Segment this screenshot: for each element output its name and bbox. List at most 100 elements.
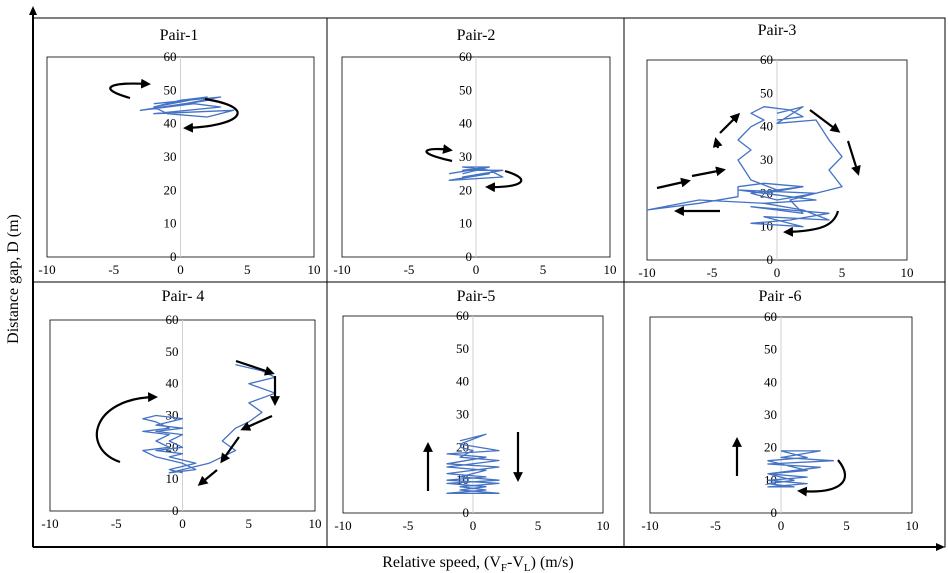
x-tick-label: 0 [778,518,785,533]
y-tick-label: 20 [164,182,177,197]
x-tick-label: -5 [403,518,414,533]
x-tick-label: 10 [901,265,914,280]
x-tick-label: 10 [906,518,919,533]
y-tick-label: 0 [172,503,179,518]
direction-arrow [220,436,240,464]
chart-panel-2: Pair-2 -10 -5 0 5 10 0 10 20 30 40 50 60 [333,27,616,277]
y-tick-label: 30 [459,149,472,164]
chart-title: Pair-3 [758,22,797,39]
direction-arrow [783,210,840,237]
direction-arrow [240,414,273,431]
x-tick-label: 5 [839,265,846,280]
y-tick-label: 40 [764,374,777,389]
x-tick-label: 5 [540,262,547,277]
y-tick-label: 30 [166,408,179,423]
direction-arrow [109,78,151,100]
y-tick-label: 50 [459,82,472,97]
x-tick-label: 10 [597,518,610,533]
x-tick-label: 10 [308,262,321,277]
y-tick-label: 30 [456,407,469,422]
y-tick-label: 60 [456,308,469,323]
y-tick-label: 30 [760,152,773,167]
y-tick-label: 60 [164,49,177,64]
x-tick-label: 0 [177,262,184,277]
y-tick-label: 0 [466,249,473,264]
y-tick-label: 50 [164,82,177,97]
x-tick-label: 5 [843,518,850,533]
trajectory-line [142,363,276,474]
figure-y-label: Distance gap, D (m) [5,214,22,344]
direction-arrow [183,97,239,133]
x-tick-label: -5 [710,518,721,533]
x-tick-label: -10 [38,262,55,277]
direction-arrow [235,359,275,376]
y-tick-label: 50 [456,341,469,356]
x-tick-label: -5 [707,265,718,280]
figure-y-axis-arrowhead [29,6,37,15]
y-tick-label: 30 [164,149,177,164]
y-tick-label: 0 [767,252,774,267]
x-tick-label: -5 [108,262,119,277]
x-tick-label: -10 [638,265,655,280]
trajectory-line [646,106,843,228]
y-tick-label: 20 [764,440,777,455]
y-tick-label: 40 [760,119,773,134]
direction-arrow [712,137,723,149]
y-tick-label: 60 [760,52,773,67]
y-tick-label: 0 [771,505,778,520]
x-tick-label: 0 [473,262,480,277]
direction-arrow [656,177,691,190]
x-tick-label: -5 [111,516,122,531]
direction-arrow [197,469,218,486]
chart-title: Pair -6 [758,288,801,305]
trajectory-line [448,166,504,181]
y-tick-label: 60 [764,309,777,324]
direction-arrow [797,459,847,497]
chart-title: Pair-5 [457,288,496,305]
x-tick-label: -10 [334,518,351,533]
direction-arrow [485,169,523,193]
y-tick-label: 50 [760,85,773,100]
chart-panel-4: Pair- 4 -10 -5 0 5 10 0 10 20 30 40 50 60 [41,288,321,531]
y-tick-label: 10 [166,471,179,486]
x-tick-label: 10 [309,516,322,531]
chart-panel-1: Pair-1 -10 -5 0 5 10 0 10 20 30 40 50 60 [38,27,320,277]
x-tick-label: -10 [641,518,658,533]
y-tick-label: 10 [164,216,177,231]
direction-arrow [425,144,453,163]
x-tick-label: 0 [470,518,477,533]
y-tick-label: 40 [456,374,469,389]
x-tick-label: 5 [246,516,253,531]
x-tick-label: 5 [244,262,251,277]
y-tick-label: 10 [760,219,773,234]
x-tick-label: 0 [179,516,186,531]
x-tick-label: -10 [333,262,350,277]
y-tick-label: 40 [459,116,472,131]
chart-title: Pair-1 [160,27,199,44]
x-tick-label: -10 [41,516,58,531]
y-tick-label: 20 [459,182,472,197]
y-tick-label: 30 [764,407,777,422]
x-tick-label: -5 [404,262,415,277]
y-tick-label: 40 [166,376,179,391]
y-tick-label: 50 [166,344,179,359]
trajectory-line [767,450,835,488]
x-tick-label: 5 [535,518,542,533]
y-tick-label: 0 [463,505,470,520]
y-tick-label: 50 [764,342,777,357]
figure-x-label: Relative speed, (VF-VL) (m/s) [382,554,573,573]
trajectory-line [139,96,235,118]
y-tick-label: 40 [164,116,177,131]
y-tick-label: 0 [170,249,177,264]
trajectory-line [446,433,500,494]
y-tick-label: 20 [166,439,179,454]
direction-arrow [809,109,841,133]
chart-title: Pair- 4 [162,288,205,305]
direction-arrow [719,112,741,134]
y-tick-label: 60 [166,312,179,327]
y-tick-label: 60 [459,49,472,64]
